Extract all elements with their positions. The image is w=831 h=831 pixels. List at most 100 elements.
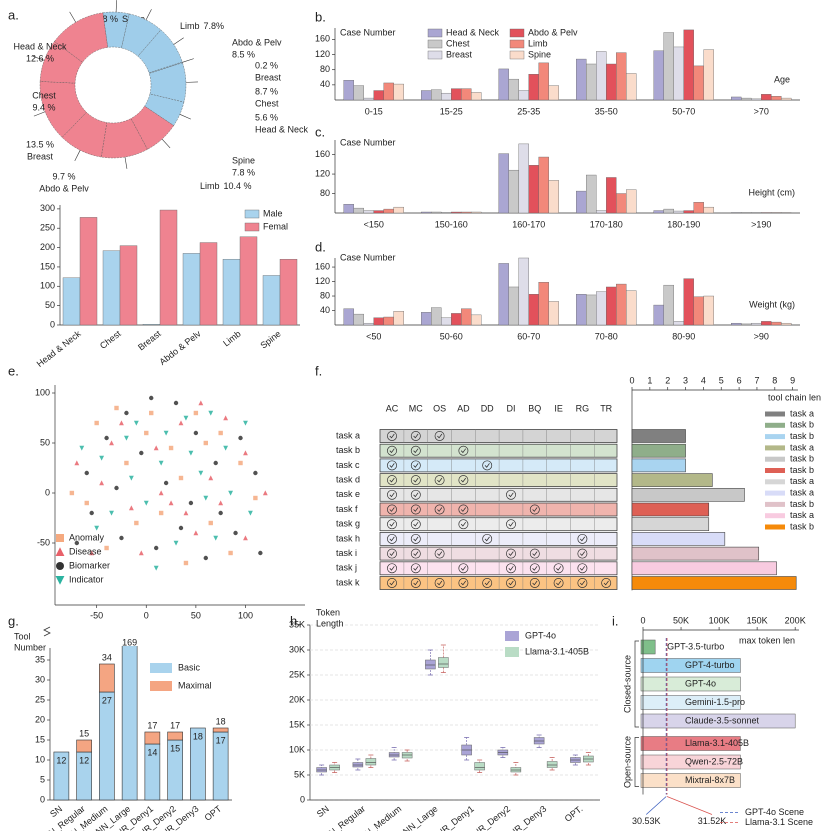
bar	[631, 561, 777, 576]
legend-label: Basic	[178, 662, 201, 672]
y-tick-label: 20	[35, 714, 45, 724]
total-label: 17	[170, 720, 180, 730]
bar	[631, 546, 760, 561]
bar	[421, 211, 432, 214]
y-tick-label: 100	[40, 281, 55, 291]
check-mark	[389, 521, 395, 527]
point	[153, 545, 159, 551]
bar	[626, 73, 637, 101]
bar	[393, 206, 404, 214]
legend-label: Maximal	[178, 680, 212, 690]
point	[143, 500, 149, 506]
bar	[631, 429, 686, 443]
x-tick-label: 8	[772, 375, 777, 385]
check-circle	[410, 533, 421, 544]
panel-label: e.	[8, 363, 19, 378]
point	[262, 490, 268, 496]
bar	[606, 177, 617, 214]
point	[193, 530, 199, 536]
bar	[451, 211, 462, 214]
point	[208, 475, 214, 481]
bar	[363, 210, 374, 214]
bar	[631, 473, 713, 487]
check-circle	[482, 533, 493, 544]
row-label: task g	[336, 519, 360, 529]
check-mark	[413, 566, 419, 571]
point	[99, 455, 105, 461]
column-header: TR	[600, 403, 612, 413]
check-circle	[506, 519, 516, 530]
legend-swatch	[765, 468, 785, 473]
x-axis-label: Height (cm)	[748, 187, 795, 197]
x-tick-label: 80-90	[672, 331, 695, 341]
check-mark	[556, 580, 562, 586]
legend-marker	[55, 547, 65, 556]
axis-break	[43, 626, 51, 637]
bar-segment	[212, 727, 229, 733]
legend-marker	[55, 576, 65, 585]
bar	[538, 156, 549, 214]
check-circle	[410, 504, 421, 515]
donut-segment	[130, 105, 174, 150]
x-tick-label: SN	[315, 804, 331, 820]
bar	[771, 96, 782, 101]
bar-segment	[121, 646, 138, 801]
group-bracket	[634, 737, 639, 787]
bar	[461, 308, 472, 326]
bars	[53, 646, 229, 801]
bar	[751, 98, 762, 101]
bar	[373, 317, 384, 326]
bar	[640, 713, 796, 729]
bar-segment	[99, 663, 115, 693]
legend-swatch	[765, 445, 785, 451]
y-tick-label: 10K	[289, 744, 305, 754]
point	[99, 480, 105, 486]
bar-label: GPT-4o	[685, 678, 716, 688]
y-tick-label: 50	[45, 300, 55, 310]
check-circle	[387, 504, 397, 515]
donut-segment	[121, 13, 162, 57]
data-label: 12	[56, 755, 66, 765]
y-tick-label: 0	[45, 487, 50, 497]
bar	[731, 96, 742, 101]
donut-segment	[54, 12, 108, 63]
data-label: 18	[193, 731, 203, 741]
bar-label: GPT-3.5-turbo	[667, 641, 724, 651]
bar-segment	[99, 691, 115, 801]
data-label: 169	[122, 637, 137, 647]
bar	[631, 458, 686, 473]
check-circle	[482, 460, 493, 471]
check-circle	[387, 489, 397, 500]
x-tick-label: 1	[647, 375, 652, 385]
point	[158, 490, 164, 496]
check-mark	[603, 580, 609, 586]
check-circle	[529, 578, 540, 588]
y-tick-label: 40	[320, 79, 330, 89]
bar	[461, 211, 472, 214]
point	[163, 430, 169, 436]
point	[228, 490, 234, 496]
row-label: task c	[336, 460, 360, 470]
x-tick-label: 200K	[785, 615, 806, 625]
bar-segment	[144, 731, 161, 745]
point	[153, 445, 159, 451]
y-tick-label: 25K	[289, 669, 305, 679]
check-circle	[529, 504, 540, 515]
bar	[79, 217, 98, 326]
x-tick-label: >190	[751, 219, 771, 229]
point	[94, 420, 99, 426]
total-label: 15	[79, 728, 89, 738]
bar	[279, 258, 298, 326]
bar	[693, 202, 704, 214]
annotation-label: 31.52K	[698, 816, 727, 826]
panel-label: h.	[290, 613, 301, 628]
point	[173, 400, 179, 406]
x-axis-label: tool chain len	[768, 392, 821, 402]
slice-label: 9.4 %	[32, 102, 55, 112]
y-axis-label: Tool	[14, 631, 31, 641]
panel-label: b.	[315, 9, 326, 24]
row-background	[379, 517, 618, 532]
y-tick-label: 10	[35, 754, 45, 764]
bar	[421, 90, 432, 101]
bar	[673, 321, 684, 326]
